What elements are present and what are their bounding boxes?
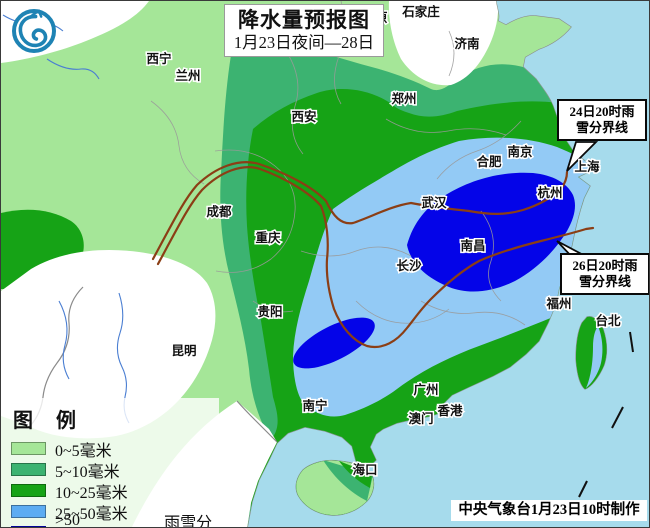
city-label-上海: 上海 xyxy=(574,159,600,174)
legend-label: 10~25毫米 xyxy=(55,484,128,502)
city-label-郑州: 郑州 xyxy=(391,91,416,106)
city-label-福州: 福州 xyxy=(545,296,571,311)
city-label-长沙: 长沙 xyxy=(396,258,422,273)
no-precip-yunnan xyxy=(1,250,216,439)
map-title: 降水量预报图 xyxy=(238,8,370,32)
city-label-济南: 济南 xyxy=(454,36,480,51)
cma-logo xyxy=(12,9,56,53)
city-label-南昌: 南昌 xyxy=(460,238,485,253)
rain-snow-lines xyxy=(151,161,595,349)
sea-boundary-dashes xyxy=(578,331,634,498)
map-title-box: 降水量预报图 1月23日夜间—28日 xyxy=(224,4,384,57)
rain-snow-line-26 xyxy=(156,166,595,349)
callout-26h: 26日20时雨 雪分界线 xyxy=(560,253,649,295)
city-label-海口: 海口 xyxy=(352,462,377,477)
city-label-南京: 南京 xyxy=(507,144,533,159)
band-50-plus-small xyxy=(293,317,375,369)
callout-24-tail xyxy=(566,141,599,172)
hainan-5-10 xyxy=(323,460,373,501)
city-label-重庆: 重庆 xyxy=(255,230,281,245)
legend-label: 0~5毫米 xyxy=(55,442,112,460)
callout-24h-line2: 雪分界线 xyxy=(575,120,628,135)
taiwan-25-50 xyxy=(586,326,603,388)
city-label-石家庄: 石家庄 xyxy=(401,4,440,19)
legend-label: >50毫米 xyxy=(55,511,81,528)
legend-label: 25~50毫米 xyxy=(55,505,128,523)
map-subtitle: 1月23日夜间—28日 xyxy=(233,33,375,52)
callout-26h-line2: 雪分界线 xyxy=(578,274,631,289)
city-label-合肥: 合肥 xyxy=(476,154,502,169)
city-label-贵阳: 贵阳 xyxy=(257,304,282,319)
credit-box: 中央气象台1月23日10时制作 xyxy=(451,500,647,521)
city-label-昆明: 昆明 xyxy=(171,343,196,358)
callout-26h-line1: 26日20时雨 xyxy=(572,258,638,273)
no-precip-hebei xyxy=(388,1,499,86)
city-label-西安: 西安 xyxy=(291,109,316,124)
legend-label: 5~10毫米 xyxy=(55,463,120,481)
city-label-杭州: 杭州 xyxy=(537,185,562,200)
legend-swatch xyxy=(11,505,46,518)
legend-row: 10~25毫米 xyxy=(11,480,219,502)
legend-swatch xyxy=(11,526,46,527)
legend-swatch xyxy=(11,484,46,497)
city-label-南宁: 南宁 xyxy=(302,398,327,413)
legend-swatch xyxy=(11,442,46,455)
legend-row: 0~5毫米 xyxy=(11,438,219,460)
legend-row: 25~50毫米 xyxy=(11,501,219,523)
band-50-plus-main xyxy=(407,172,575,292)
city-labels: 西宁兰州太原石家庄济南郑州西安成都重庆武汉合肥南京上海杭州南昌长沙贵阳昆明福州台… xyxy=(145,3,623,479)
credit-text: 中央气象台1月23日10时制作 xyxy=(458,502,640,518)
callout-24h-line1: 24日20时雨 xyxy=(569,104,635,119)
city-label-香港: 香港 xyxy=(436,403,463,418)
city-label-广州: 广州 xyxy=(413,382,438,397)
legend-swatch xyxy=(11,463,46,476)
rain-snow-line-24 xyxy=(151,161,569,261)
city-label-兰州: 兰州 xyxy=(175,68,200,83)
city-label-澳门: 澳门 xyxy=(408,411,433,426)
province-borders xyxy=(150,1,526,326)
city-label-西宁: 西宁 xyxy=(146,51,171,66)
city-label-台北: 台北 xyxy=(595,313,621,328)
callout-24h: 24日20时雨 雪分界线 xyxy=(557,99,647,141)
city-label-武汉: 武汉 xyxy=(421,195,447,210)
legend-header: 图 例 xyxy=(13,410,85,432)
hainan-10-25 xyxy=(339,461,372,488)
legend-row: 5~10毫米 xyxy=(11,459,219,481)
city-label-成都: 成都 xyxy=(206,204,232,219)
